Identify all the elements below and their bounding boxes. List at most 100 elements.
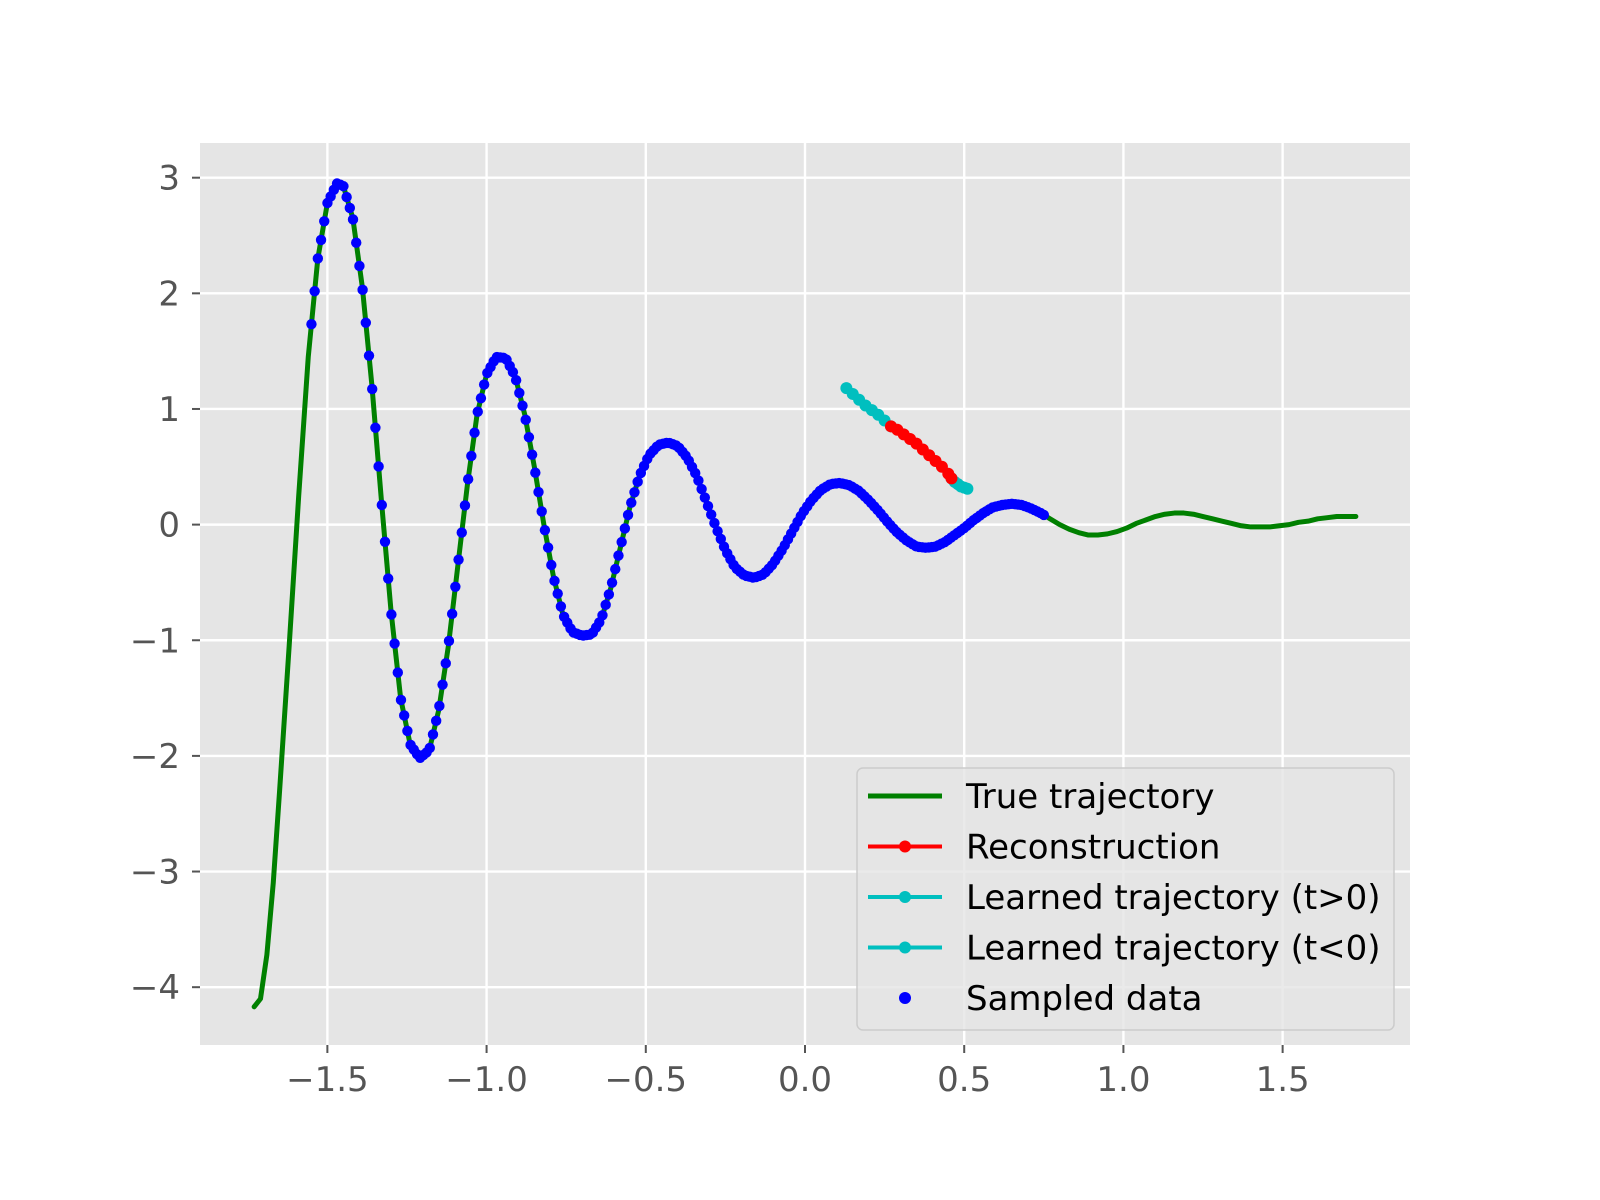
sampled-data-point <box>475 392 487 404</box>
sampled-data-point <box>440 658 451 669</box>
sampled-data-point <box>363 350 375 361</box>
sampled-data-point <box>632 476 643 488</box>
x-tick-label: 1.0 <box>1096 1060 1150 1100</box>
sampled-data-point <box>379 536 391 547</box>
sampled-data-point <box>389 638 400 649</box>
legend-marker-learned-trajectory-negative <box>899 941 911 954</box>
sampled-data-point <box>600 599 611 611</box>
sampled-data-point <box>616 536 627 548</box>
sampled-data-point <box>386 609 397 620</box>
sampled-data-point <box>510 374 522 386</box>
legend: True trajectory Reconstruction Learned tra… <box>856 767 1395 1031</box>
series-layer <box>251 178 1359 1010</box>
sampled-data-point <box>376 499 388 511</box>
sampled-data-point <box>629 487 640 498</box>
legend-marker-learned-trajectory-positive <box>899 891 911 903</box>
learned-trajectory-positive-marker <box>961 482 974 495</box>
sampled-data-point <box>446 608 458 620</box>
sampled-data-point <box>622 509 634 521</box>
sampled-data-point <box>347 214 359 225</box>
y-tick-label: 1 <box>158 390 180 430</box>
sampled-data-point <box>430 715 442 727</box>
legend-label-sampled-data: Sampled data <box>966 979 1202 1019</box>
x-tick-label: 0.0 <box>778 1060 832 1100</box>
legend-label-learned-trajectory-negative: Learned trajectory (t<0) <box>966 929 1381 969</box>
sampled-data-point <box>696 483 707 495</box>
sampled-data-point <box>613 550 624 561</box>
sampled-data-point <box>459 500 471 511</box>
reconstruction-marker <box>945 472 958 485</box>
legend-box <box>856 767 1395 1031</box>
sampled-data-point <box>555 601 567 612</box>
sampled-data-point <box>309 286 320 297</box>
legend-label-reconstruction: Reconstruction <box>966 828 1220 868</box>
sampled-data-point <box>706 509 717 520</box>
sampled-data-point <box>552 588 563 599</box>
sampled-data-point <box>619 523 631 534</box>
legend-label-true-trajectory: True trajectory <box>965 777 1214 817</box>
x-tick-label: 0.5 <box>937 1060 991 1100</box>
sampled-data-point <box>351 237 362 248</box>
sampled-data-point <box>402 725 413 737</box>
sampled-data-point <box>344 202 356 214</box>
sampled-data-point <box>398 710 410 721</box>
sampled-data-point <box>456 527 467 538</box>
y-tick-label: −2 <box>130 737 180 777</box>
y-tick-label: 0 <box>158 506 180 546</box>
sampled-data-point <box>699 492 711 503</box>
legend-label-learned-trajectory-positive: Learned trajectory (t>0) <box>966 878 1381 918</box>
legend-marker-reconstruction <box>899 840 911 853</box>
sampled-data-point <box>469 427 480 438</box>
y-tick-label: −3 <box>130 853 180 893</box>
sampled-data-point <box>450 581 461 592</box>
sampled-data-point <box>520 414 531 426</box>
sampled-data-point <box>606 577 618 588</box>
sampled-data-point <box>539 524 551 536</box>
y-tick-label: −1 <box>130 621 180 661</box>
sampled-data-point <box>357 284 368 296</box>
sampled-data-point <box>319 216 330 227</box>
sampled-data-point <box>702 500 714 512</box>
sampled-data-point <box>437 679 448 690</box>
sampled-data-point <box>306 318 317 330</box>
y-tick-label: 2 <box>158 274 180 314</box>
sampled-data-point <box>693 475 704 486</box>
sampled-data-point <box>312 253 324 264</box>
sampled-data-point <box>360 317 372 328</box>
axis-ticks <box>192 176 1284 1053</box>
sampled-data-point <box>453 554 464 565</box>
y-tick-labels: 3 2 1 0 −1 −2 −3 −4 <box>130 159 180 1008</box>
sampled-data-point <box>373 461 384 472</box>
sampled-data-point <box>517 400 528 411</box>
sampled-data-point <box>603 589 615 600</box>
sampled-data-point <box>383 573 394 584</box>
sampled-data-point <box>462 473 474 485</box>
x-tick-label: −1.0 <box>445 1060 528 1100</box>
sampled-data-point <box>523 432 535 443</box>
sampled-data-point <box>526 449 538 460</box>
y-tick-label: −4 <box>130 968 180 1008</box>
sampled-data-point <box>443 635 455 647</box>
sampled-data-point <box>341 191 352 203</box>
sampled-data-point <box>1038 509 1050 521</box>
sampled-data-point <box>392 667 403 678</box>
sampled-data-point <box>427 729 439 740</box>
sampled-data-point <box>424 742 435 754</box>
sampled-data-point <box>542 542 554 553</box>
sampled-data-point <box>472 406 483 417</box>
sampled-data-point <box>338 181 349 192</box>
sampled-data-point <box>626 497 637 508</box>
sampled-data-point <box>610 563 621 575</box>
sampled-data-point <box>395 694 407 706</box>
sampled-data-point <box>367 383 378 395</box>
sampled-data-point <box>546 559 557 571</box>
sampled-data-point <box>533 486 544 498</box>
sampled-data-point <box>549 575 560 587</box>
x-tick-label: −0.5 <box>605 1060 688 1100</box>
sampled-data-point <box>434 700 445 712</box>
sampled-data-point <box>709 517 720 529</box>
sampled-data-point <box>514 387 525 399</box>
y-tick-label: 3 <box>158 159 180 199</box>
sampled-data-point <box>370 422 381 433</box>
